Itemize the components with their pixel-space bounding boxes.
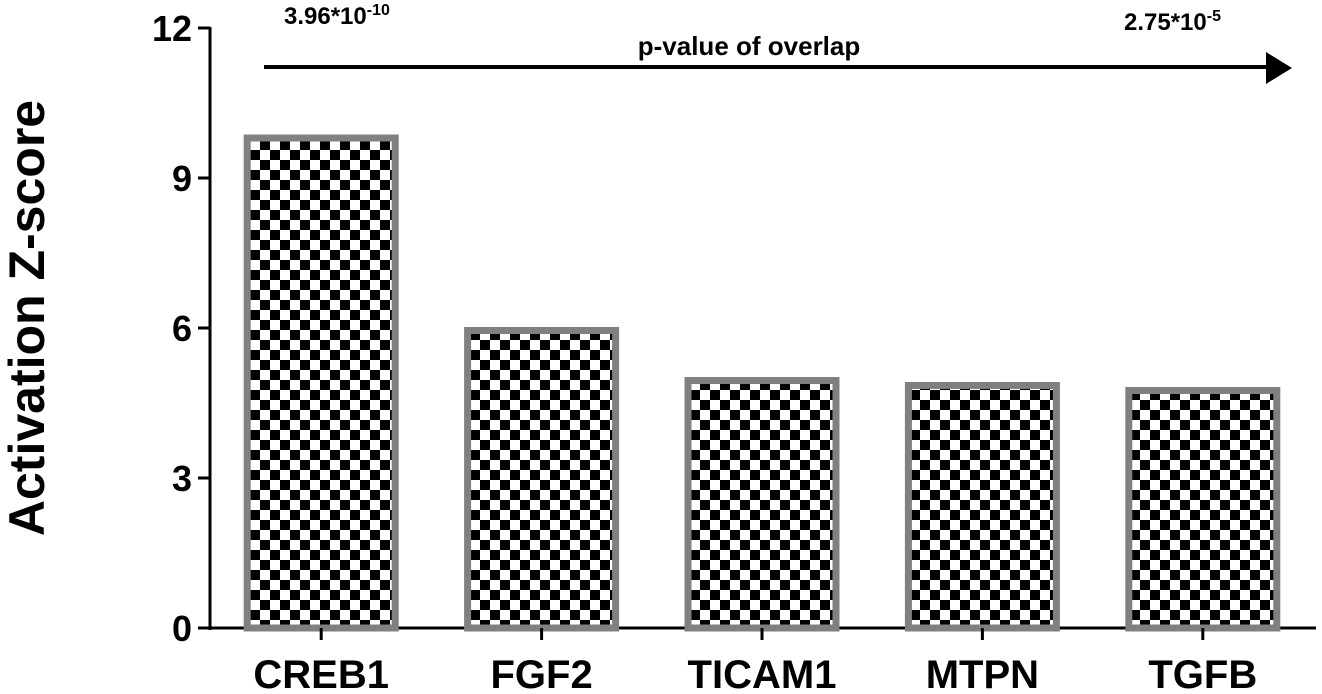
x-tick-label-ticam1: TICAM1 bbox=[688, 653, 837, 694]
y-axis-label: Activation Z-score bbox=[0, 100, 55, 536]
left-pvalue-exponent: -10 bbox=[367, 2, 390, 19]
y-ticks: 0 3 6 9 12 bbox=[152, 8, 210, 649]
y-tick-label: 12 bbox=[152, 8, 192, 49]
left-pvalue: 3.96*10-10 bbox=[284, 2, 390, 30]
bar-fgf2 bbox=[464, 327, 620, 632]
bars bbox=[243, 134, 1281, 632]
x-tick-label-mtpn: MTPN bbox=[926, 653, 1039, 694]
x-tick-label-fgf2: FGF2 bbox=[490, 653, 592, 694]
pvalue-arrow-head-icon bbox=[1266, 52, 1292, 84]
bar-creb1 bbox=[243, 134, 399, 632]
bar-ticam1 bbox=[684, 377, 840, 632]
bar-tgfb bbox=[1125, 387, 1281, 632]
right-pvalue-exponent: -5 bbox=[1207, 8, 1221, 25]
right-pvalue-mantissa: 2.75*10 bbox=[1124, 9, 1207, 36]
left-pvalue-mantissa: 3.96*10 bbox=[284, 3, 367, 30]
y-tick-label: 9 bbox=[172, 158, 192, 199]
y-tick-label: 0 bbox=[172, 608, 192, 649]
x-tick-label-creb1: CREB1 bbox=[253, 653, 389, 694]
x-ticks: CREB1 FGF2 TICAM1 MTPN TGFB bbox=[253, 628, 1257, 694]
y-tick-label: 6 bbox=[172, 308, 192, 349]
bar-mtpn bbox=[904, 382, 1060, 632]
pvalue-arrow-label: p-value of overlap bbox=[638, 31, 861, 61]
right-pvalue: 2.75*10-5 bbox=[1124, 8, 1221, 36]
y-tick-label: 3 bbox=[172, 458, 192, 499]
x-tick-label-tgfb: TGFB bbox=[1148, 653, 1257, 694]
